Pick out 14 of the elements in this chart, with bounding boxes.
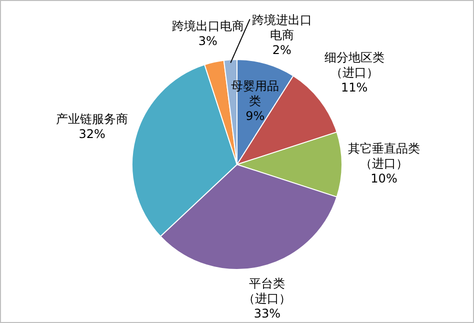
slice-label: 跨境进出口电商 xyxy=(252,12,312,42)
slice-label: 跨境出口电商 xyxy=(172,18,244,33)
slice-label: 母婴用品类 xyxy=(231,79,280,108)
data-label: 11% xyxy=(341,80,368,95)
slice-label: 产业链服务商 xyxy=(56,112,128,126)
slice-label: 其它垂直品类（进口） xyxy=(348,142,420,171)
data-label: 32% xyxy=(78,126,106,141)
data-label: 33% xyxy=(254,306,280,320)
data-label: 10% xyxy=(370,172,398,186)
slice-label: 平台类（进口） xyxy=(243,276,292,306)
data-label: 9% xyxy=(246,109,265,124)
data-label: 2% xyxy=(272,42,292,57)
slice-label: 细分地区类（进口） xyxy=(324,50,384,80)
data-label: 3% xyxy=(198,34,218,48)
